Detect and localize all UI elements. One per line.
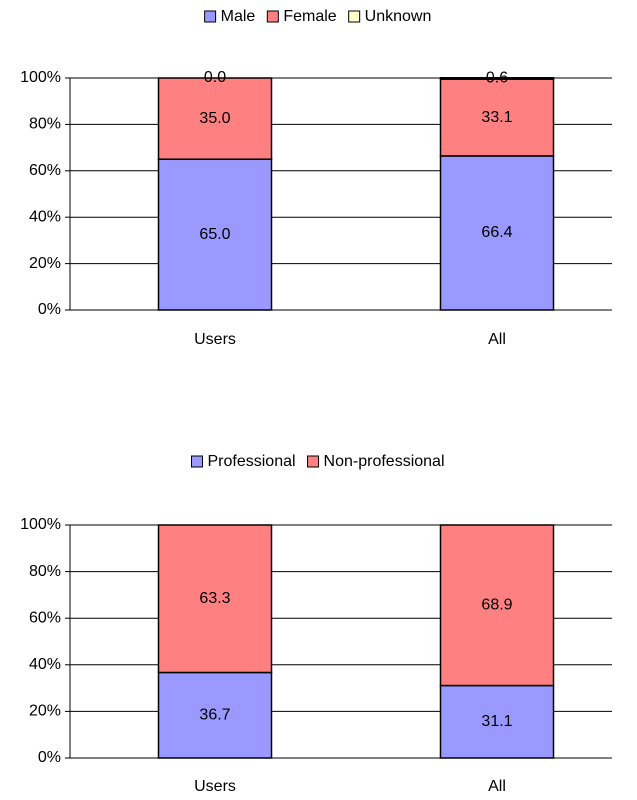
value-label: 35.0 bbox=[199, 110, 230, 127]
legend-label: Female bbox=[283, 8, 336, 25]
bar-segment bbox=[157, 671, 273, 759]
y-tick-label: 100% bbox=[20, 516, 61, 533]
y-tick-label: 80% bbox=[29, 563, 61, 580]
value-label: 66.4 bbox=[481, 224, 512, 241]
bar-segment bbox=[439, 155, 555, 311]
bar-segment bbox=[157, 77, 273, 160]
legend-label: Professional bbox=[208, 453, 296, 470]
y-tick-label: 0% bbox=[38, 301, 61, 318]
y-tick-label: 0% bbox=[38, 749, 61, 766]
bar-segment bbox=[439, 77, 555, 80]
value-label: 68.9 bbox=[481, 596, 512, 613]
value-label: 0.6 bbox=[486, 70, 508, 87]
x-tick-label: All bbox=[488, 331, 506, 348]
bar-segment bbox=[439, 78, 555, 157]
value-label: 0.0 bbox=[204, 69, 226, 86]
legend-label: Unknown bbox=[365, 8, 432, 25]
y-tick-label: 60% bbox=[29, 609, 61, 626]
value-label: 63.3 bbox=[199, 590, 230, 607]
x-tick-label: Users bbox=[194, 331, 236, 348]
y-tick-label: 40% bbox=[29, 656, 61, 673]
legend-swatch bbox=[348, 10, 361, 23]
y-tick-label: 80% bbox=[29, 116, 61, 133]
value-label: 36.7 bbox=[199, 706, 230, 723]
y-tick-label: 40% bbox=[29, 208, 61, 225]
value-label: 31.1 bbox=[481, 713, 512, 730]
x-tick-label: Users bbox=[194, 778, 236, 795]
y-tick-label: 60% bbox=[29, 162, 61, 179]
bar-segment bbox=[157, 158, 273, 311]
bar-segment bbox=[157, 524, 273, 674]
bar-segment bbox=[439, 524, 555, 687]
value-label: 65.0 bbox=[199, 226, 230, 243]
value-label: 33.1 bbox=[481, 109, 512, 126]
legend-swatch bbox=[191, 455, 203, 468]
legend-swatch bbox=[266, 10, 279, 23]
legend-swatch bbox=[204, 10, 217, 23]
legend-swatch bbox=[307, 455, 320, 468]
y-tick-label: 20% bbox=[29, 255, 61, 272]
y-tick-label: 100% bbox=[20, 69, 61, 86]
x-tick-label: All bbox=[488, 778, 506, 795]
legend-label: Non-professional bbox=[324, 453, 445, 470]
y-tick-label: 20% bbox=[29, 703, 61, 720]
legend-label: Male bbox=[221, 8, 256, 25]
bar-segment bbox=[439, 684, 555, 759]
